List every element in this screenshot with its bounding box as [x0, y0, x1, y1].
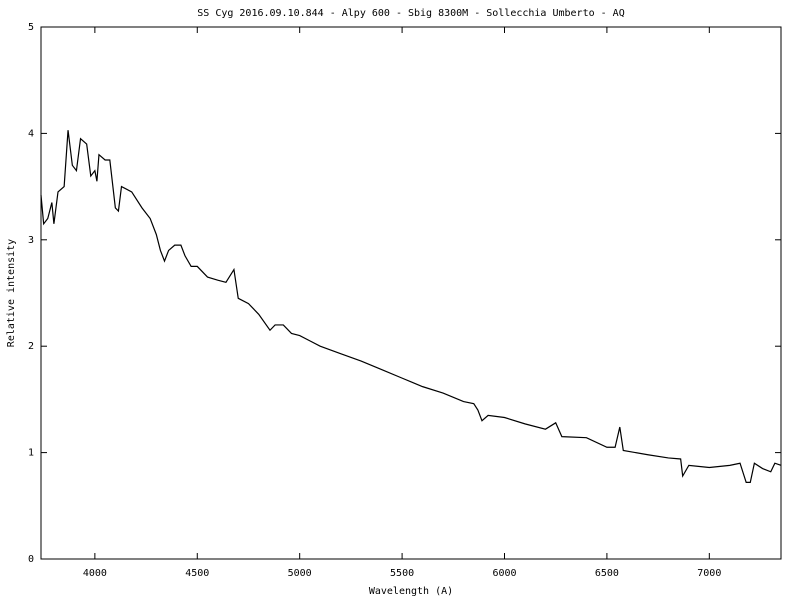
x-tick-label: 6500: [595, 568, 619, 579]
y-tick-label: 1: [28, 448, 34, 459]
y-tick-label: 4: [28, 128, 34, 139]
chart-title: SS Cyg 2016.09.10.844 - Alpy 600 - Sbig …: [197, 8, 624, 19]
y-axis-label: Relative intensity: [6, 239, 17, 347]
x-tick-label: 5000: [288, 568, 312, 579]
y-tick-label: 5: [28, 22, 34, 33]
x-tick-label: 7000: [697, 568, 721, 579]
spectrum-line: [40, 130, 782, 483]
x-axis-label: Wavelength (A): [369, 586, 453, 597]
y-tick-label: 0: [28, 554, 34, 565]
y-tick-label: 3: [28, 235, 34, 246]
x-tick-label: 4500: [185, 568, 209, 579]
x-tick-label: 4000: [83, 568, 107, 579]
plot-frame: [40, 26, 782, 560]
x-tick-label: 5500: [390, 568, 414, 579]
y-tick-label: 2: [28, 341, 34, 352]
x-tick-label: 6000: [492, 568, 516, 579]
